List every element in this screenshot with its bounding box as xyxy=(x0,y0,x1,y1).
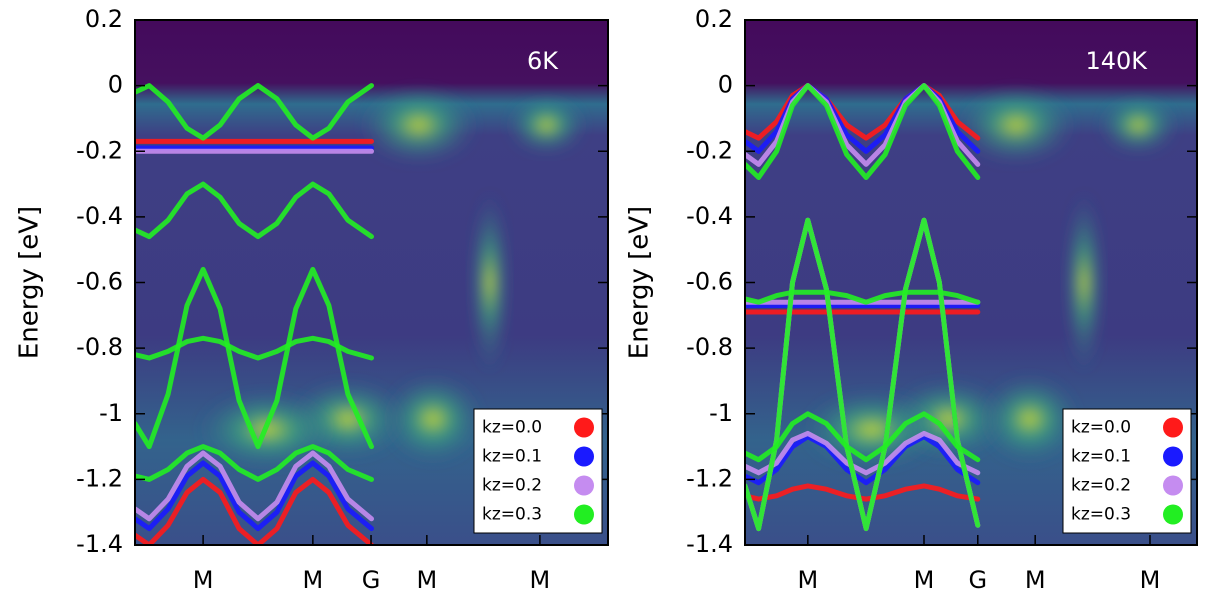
panel: 0.2 0 -0.2 -0.4 -0.6 -0.8 -1 -1.2 -1.4 M M G M M Energ… xyxy=(15,5,609,594)
legend: kz=0.0 kz=0.1 kz=0.2 kz=0.3 xyxy=(1062,408,1192,534)
y-tick-label: -0.4 xyxy=(686,202,733,230)
legend-label: kz=0.1 xyxy=(482,447,542,467)
legend-label: kz=0.2 xyxy=(1071,476,1131,496)
temperature-label: 140K xyxy=(1085,47,1148,75)
x-tick-label: M xyxy=(193,566,214,594)
band-line xyxy=(745,434,981,486)
y-tick-label: -0.8 xyxy=(76,333,123,361)
bands xyxy=(745,83,981,532)
band-line xyxy=(745,217,981,532)
y-tick-label: -1 xyxy=(709,399,733,427)
band-line xyxy=(135,181,374,240)
legend-label: kz=0.3 xyxy=(1071,505,1131,525)
band-line xyxy=(745,430,981,476)
x-tick-label: M xyxy=(530,566,551,594)
temperature-label: 6K xyxy=(527,47,559,75)
bands xyxy=(135,83,374,545)
x-tick-label: M xyxy=(797,566,818,594)
intensity-blob xyxy=(358,85,479,165)
legend-label: kz=0.0 xyxy=(482,418,542,438)
intensity-blob xyxy=(382,374,483,464)
x-tick-label: M xyxy=(914,566,935,594)
y-tick-label: -0.6 xyxy=(686,268,733,296)
intensity-blob xyxy=(801,389,942,470)
band-line xyxy=(135,83,374,141)
y-tick-label: -0.8 xyxy=(686,333,733,361)
legend-marker xyxy=(574,475,594,496)
intensity-blob xyxy=(956,85,1077,165)
band-line xyxy=(135,444,374,482)
intensity-blob xyxy=(1064,192,1104,373)
band-line xyxy=(745,83,981,180)
y-tick-label: -0.2 xyxy=(76,136,123,164)
x-tick-label: G xyxy=(362,566,381,594)
legend: kz=0.0 kz=0.1 kz=0.2 kz=0.3 xyxy=(473,408,603,534)
band-line xyxy=(135,335,374,361)
x-tick-label: M xyxy=(416,566,437,594)
y-tick-label: 0 xyxy=(108,71,123,99)
x-tick-label: M xyxy=(1025,566,1046,594)
legend-marker xyxy=(1163,417,1183,438)
band-line xyxy=(135,476,374,545)
band-line xyxy=(135,266,374,450)
y-tick-label: 0.2 xyxy=(695,5,733,33)
panel: 0.2 0 -0.2 -0.4 -0.6 -0.8 -1 -1.2 -1.4 M M G M M Energ… xyxy=(625,5,1198,594)
y-tick-label: -0.2 xyxy=(686,136,733,164)
intensity-blob xyxy=(1098,95,1179,155)
y-tick-label: -1.4 xyxy=(76,530,123,558)
y-tick-label: -0.4 xyxy=(76,202,123,230)
band-line xyxy=(745,289,981,305)
x-tick-label: M xyxy=(1140,566,1161,594)
legend-label: kz=0.1 xyxy=(1071,447,1131,467)
intensity-blob xyxy=(979,374,1080,464)
band-line xyxy=(745,411,981,463)
legend-marker xyxy=(574,417,594,438)
y-tick-label: -1.2 xyxy=(686,464,733,492)
legend-marker xyxy=(574,446,594,467)
legend-label: kz=0.0 xyxy=(1071,418,1131,438)
y-axis-title: Energy [eV] xyxy=(625,206,655,359)
y-axis-title: Energy [eV] xyxy=(15,206,45,359)
band-line xyxy=(135,460,374,532)
x-tick-label: G xyxy=(968,566,987,594)
y-tick-label: -1.2 xyxy=(76,464,123,492)
y-tick-label: 0.2 xyxy=(85,5,123,33)
y-tick-label: -0.6 xyxy=(76,268,123,296)
legend-marker xyxy=(1163,475,1183,496)
legend-marker xyxy=(574,504,594,525)
intensity-blob xyxy=(469,192,510,373)
y-tick-label: -1 xyxy=(99,399,123,427)
legend-label: kz=0.2 xyxy=(482,476,542,496)
legend-marker xyxy=(1163,446,1183,467)
x-tick-label: M xyxy=(302,566,323,594)
y-tick-label: -1.4 xyxy=(686,530,733,558)
legend-marker xyxy=(1163,504,1183,525)
intensity-blob xyxy=(506,95,587,155)
y-tick-label: 0 xyxy=(718,71,733,99)
band-line xyxy=(135,450,374,522)
legend-label: kz=0.3 xyxy=(482,505,542,525)
